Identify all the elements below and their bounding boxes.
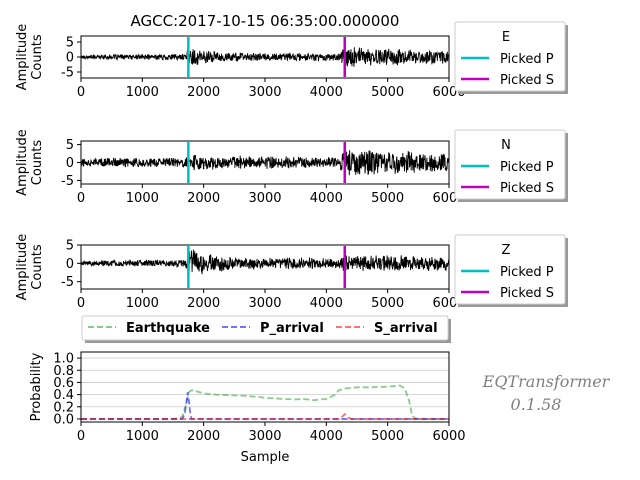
y-tick-label: 0.0 — [53, 412, 74, 427]
legend-box — [454, 234, 566, 305]
x-tick-label: 0 — [77, 191, 85, 206]
x-tick-label: 5000 — [371, 429, 404, 444]
x-tick-label: 6000 — [432, 429, 465, 444]
legend-entry-label: P_arrival — [260, 321, 324, 336]
watermark-line-2: 0.1.58 — [511, 395, 562, 414]
legend: Earthquake P_arrival S_arrival — [81, 315, 451, 343]
series-line-earthquake — [81, 384, 449, 420]
y-axis-label: Counts — [30, 140, 45, 186]
y-axis-label: Amplitude — [15, 24, 30, 91]
y-axis-label: Counts — [30, 34, 45, 80]
watermark-line-1: EQTransformer — [482, 372, 611, 391]
x-tick-label: 3000 — [248, 296, 281, 311]
x-tick-label: 4000 — [310, 296, 343, 311]
x-tick-label: 2000 — [187, 296, 220, 311]
x-tick-label: 2000 — [187, 191, 220, 206]
y-tick-label: -5 — [61, 66, 74, 81]
y-tick-label: 1.0 — [53, 352, 74, 367]
legend: N Picked P Picked S — [454, 129, 568, 202]
y-tick-label: 0.6 — [53, 376, 74, 391]
x-tick-label: 0 — [77, 429, 85, 444]
y-axis-label: Probability — [29, 352, 44, 421]
legend-entry-label: Picked P — [500, 52, 554, 67]
series-line-s-arrival — [81, 412, 449, 420]
x-tick-label: 1000 — [126, 191, 159, 206]
legend-box — [81, 315, 449, 341]
probability-panel: 0 1000 2000 3000 4000 5000 6000 0.00.20.40.60.8… — [29, 315, 466, 465]
x-tick-label: 4000 — [310, 85, 343, 100]
waveform-trace — [80, 249, 450, 275]
legend-entry-label: Picked S — [500, 181, 554, 196]
x-tick-label: 2000 — [187, 429, 220, 444]
x-tick-label: 2000 — [187, 85, 220, 100]
x-tick-label: 3000 — [248, 429, 281, 444]
y-axis-label: Amplitude — [15, 129, 30, 196]
legend-box — [454, 21, 566, 92]
x-tick-label: 3000 — [248, 85, 281, 100]
y-axis-label: Counts — [30, 244, 45, 290]
x-tick-label: 3000 — [248, 191, 281, 206]
legend-title: E — [502, 30, 510, 45]
legend-entry-label: Picked P — [500, 265, 554, 280]
y-tick-label: 0.8 — [53, 364, 74, 379]
legend: Z Picked P Picked S — [454, 234, 568, 307]
y-tick-label: -5 — [61, 275, 74, 290]
x-tick-label: 5000 — [371, 296, 404, 311]
x-axis-label: Sample — [241, 450, 290, 465]
y-tick-label: 0.2 — [53, 400, 74, 415]
legend-entry-label: Picked S — [500, 73, 554, 88]
legend-entry-label: Picked P — [500, 160, 554, 175]
waveform-trace — [80, 150, 450, 176]
x-tick-label: 4000 — [310, 429, 343, 444]
legend-title: N — [501, 138, 511, 153]
y-tick-label: 5 — [66, 36, 74, 51]
chart-title: AGCC:2017-10-15 06:35:00.000000 — [131, 12, 400, 30]
y-tick-label: 0 — [66, 51, 74, 66]
x-tick-label: 0 — [77, 85, 85, 100]
axes-frame — [80, 244, 450, 290]
legend: E Picked P Picked S — [454, 21, 568, 94]
legend-entry-label: Earthquake — [126, 321, 210, 336]
y-tick-label: -5 — [61, 174, 74, 189]
x-tick-label: 1000 — [126, 296, 159, 311]
x-tick-label: 5000 — [371, 85, 404, 100]
y-tick-label: 0 — [66, 257, 74, 272]
y-axis-label: Amplitude — [15, 234, 30, 301]
y-tick-label: 5 — [66, 138, 74, 153]
x-tick-label: 1000 — [126, 85, 159, 100]
legend-entry-label: Picked S — [500, 286, 554, 301]
x-tick-label: 4000 — [310, 191, 343, 206]
waveform-trace — [80, 47, 450, 67]
x-tick-label: 5000 — [371, 191, 404, 206]
legend-box — [454, 129, 566, 200]
y-tick-label: 0 — [66, 156, 74, 171]
y-tick-label: 5 — [66, 239, 74, 254]
x-tick-label: 0 — [77, 296, 85, 311]
legend-title: Z — [502, 243, 511, 258]
y-tick-label: 0.4 — [53, 388, 74, 403]
series-line-p-arrival — [81, 392, 449, 420]
legend-entry-label: S_arrival — [374, 321, 438, 336]
x-tick-label: 1000 — [126, 429, 159, 444]
